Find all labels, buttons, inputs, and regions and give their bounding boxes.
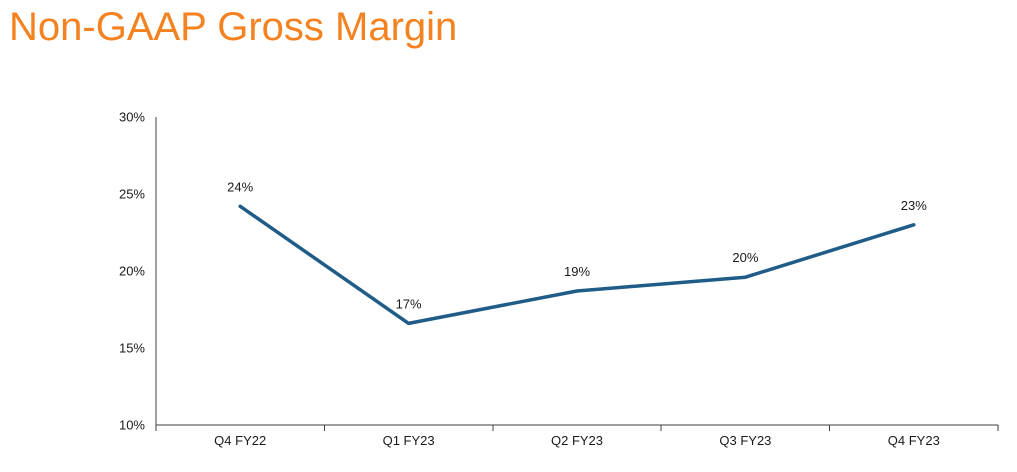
x-tick-label: Q3 FY23 [719, 433, 771, 448]
data-label: 24% [227, 179, 253, 194]
series-group [238, 204, 916, 326]
x-tick-label: Q1 FY23 [383, 433, 435, 448]
data-label: 17% [396, 296, 422, 311]
x-tick-label: Q4 FY22 [214, 433, 266, 448]
y-axis-ticks: 10% 15% 20% 25% 30% [119, 110, 145, 433]
x-tick-label: Q2 FY23 [551, 433, 603, 448]
y-tick-label: 30% [119, 110, 145, 125]
y-tick-label: 10% [119, 418, 145, 433]
y-tick-label: 15% [119, 341, 145, 356]
y-tick-label: 20% [119, 264, 145, 279]
data-label: 19% [564, 264, 590, 279]
data-label: 23% [901, 198, 927, 213]
data-labels: 24% 17% 19% 20% 23% [227, 179, 927, 311]
x-tick-label: Q4 FY23 [888, 433, 940, 448]
y-tick-label: 25% [119, 187, 145, 202]
x-axis-ticks: Q4 FY22 Q1 FY23 Q2 FY23 Q3 FY23 Q4 FY23 [155, 425, 999, 448]
data-label: 20% [732, 250, 758, 265]
page-title: Non-GAAP Gross Margin [9, 5, 458, 49]
series-line [238, 204, 916, 326]
